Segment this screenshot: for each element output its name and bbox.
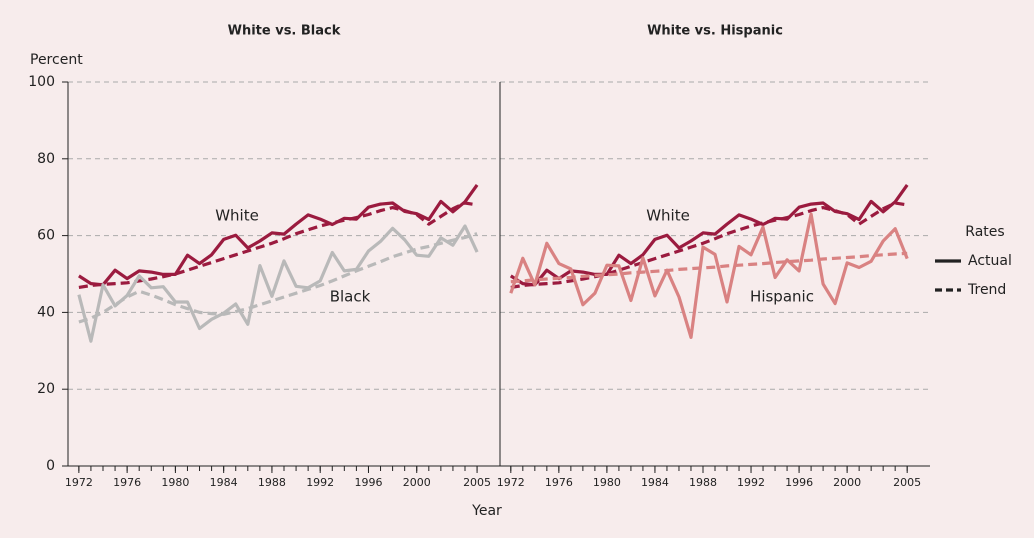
y-tick-label: 20 [37, 381, 55, 397]
x-tick-label: 1992 [306, 476, 334, 489]
x-tick-label: 1992 [737, 476, 765, 489]
trend-line [510, 251, 908, 284]
y-tick-label: 40 [37, 304, 55, 320]
series-label: White [215, 207, 259, 225]
series-line [509, 212, 909, 339]
legend-label: Actual [968, 253, 1012, 269]
x-tick-label: 1996 [785, 476, 813, 489]
y-axis-label: Percent [30, 52, 83, 68]
x-tick-label: 1972 [65, 476, 93, 489]
legend-label: Trend [967, 282, 1006, 298]
series-line [77, 224, 479, 343]
x-tick-label: 2005 [893, 476, 921, 489]
series-label: Black [330, 288, 371, 306]
y-tick-label: 80 [37, 151, 55, 167]
x-tick-label: 1980 [593, 476, 621, 489]
x-tick-label: 1972 [497, 476, 525, 489]
x-tick-label: 2000 [833, 476, 861, 489]
x-tick-label: 1976 [113, 476, 141, 489]
y-tick-label: 60 [37, 228, 55, 244]
x-tick-label: 1980 [161, 476, 189, 489]
series-label: White [646, 207, 690, 225]
x-axis-label: Year [471, 503, 502, 519]
x-tick-label: 2005 [463, 476, 491, 489]
x-tick-label: 1976 [545, 476, 573, 489]
y-tick-label: 0 [46, 458, 55, 474]
legend-title: Rates [965, 224, 1004, 240]
y-tick-label: 100 [28, 74, 55, 90]
x-tick-label: 1984 [641, 476, 669, 489]
x-tick-label: 2000 [403, 476, 431, 489]
x-tick-label: 1996 [354, 476, 382, 489]
trend-line [78, 232, 478, 324]
trend-line [78, 201, 478, 289]
x-tick-label: 1988 [689, 476, 717, 489]
panel-title: White vs. Hispanic [647, 24, 783, 39]
panel-title: White vs. Black [228, 24, 341, 39]
x-tick-label: 1984 [210, 476, 238, 489]
x-tick-label: 1988 [258, 476, 286, 489]
trend-line [510, 201, 908, 289]
series-label: Hispanic [750, 288, 814, 306]
